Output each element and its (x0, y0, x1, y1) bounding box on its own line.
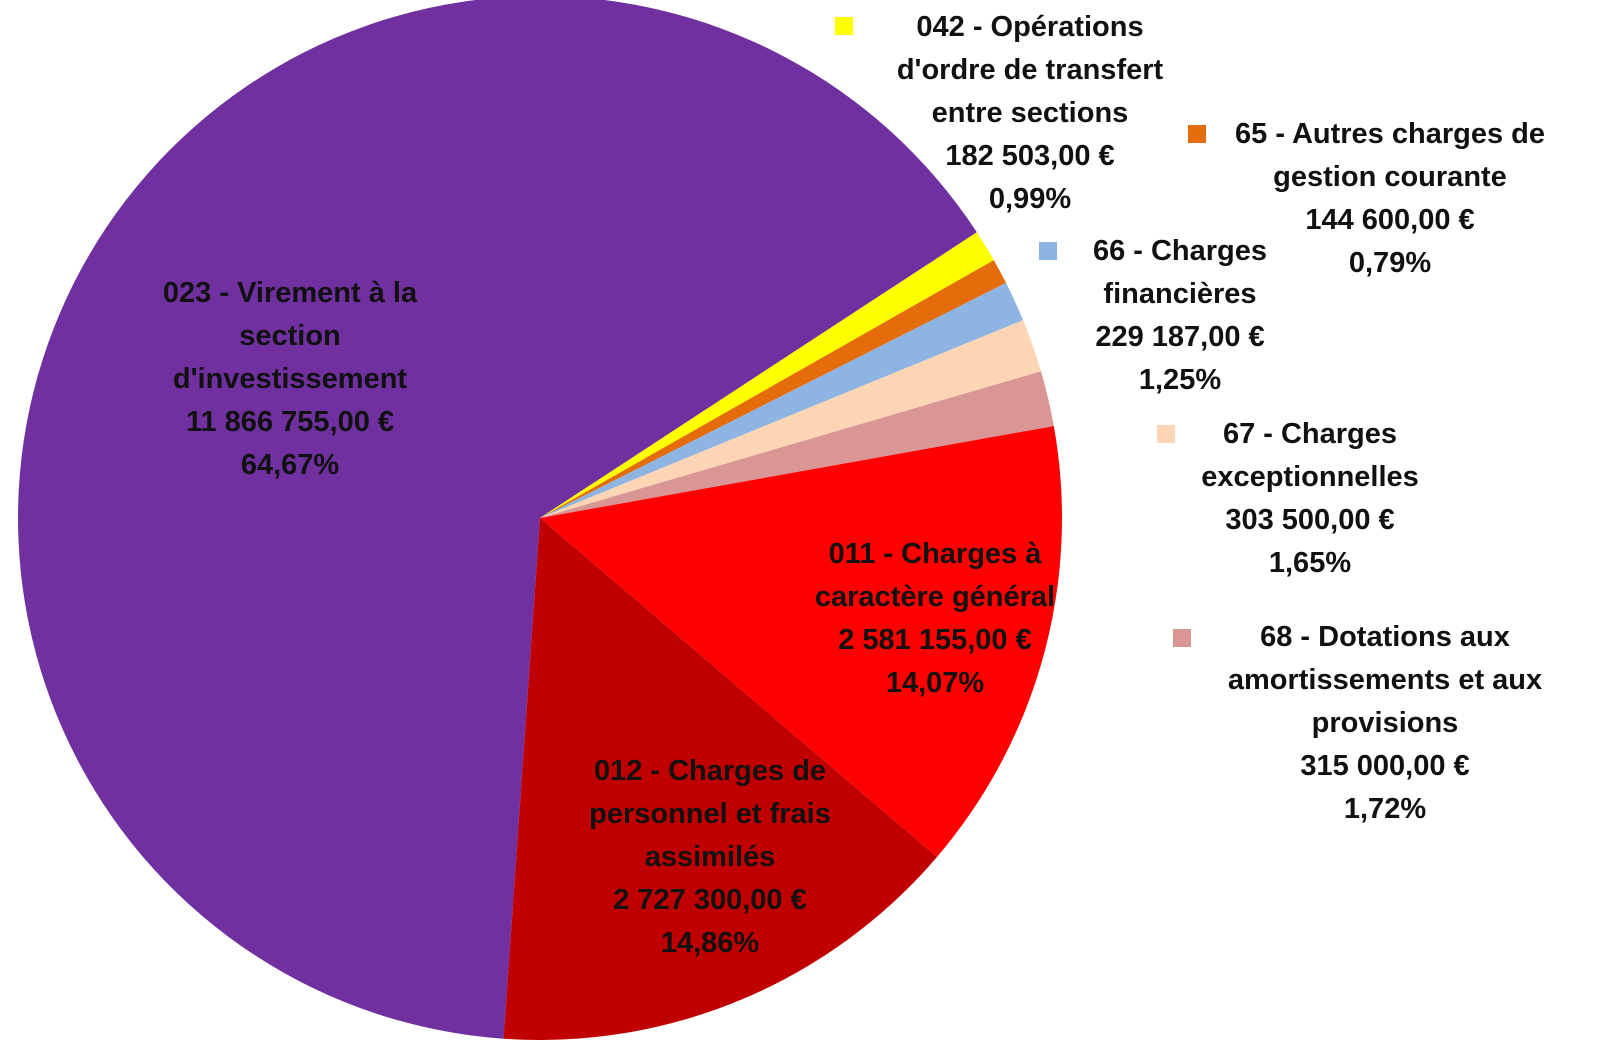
data-label: 65 - Autres charges de gestion courante 1… (1205, 113, 1575, 285)
amount-label: 144 600,00 € (1305, 204, 1475, 236)
category-name: 011 - Charges à caractère général (814, 538, 1056, 613)
legend-marker (1039, 242, 1057, 260)
percent-label: 14,07% (885, 667, 985, 699)
percent-label: 0,79% (1348, 247, 1432, 279)
legend-marker (1173, 629, 1191, 647)
category-name: 67 - Charges exceptionnelles (1201, 418, 1419, 493)
amount-label: 229 187,00 € (1095, 321, 1265, 353)
pie-slice (540, 426, 1062, 857)
data-label: 66 - Charges financières 229 187,00 € 1,25… (1065, 230, 1295, 402)
percent-label: 14,86% (660, 927, 760, 959)
pie-slice (540, 371, 1054, 518)
pie-slice (540, 232, 994, 519)
percent-label: 1,65% (1268, 547, 1352, 579)
pie-slice (18, 0, 977, 1039)
legend-marker (1157, 425, 1175, 443)
amount-label: 182 503,00 € (945, 140, 1115, 172)
amount-label: 303 500,00 € (1225, 504, 1395, 536)
amount-label: 11 866 755,00 € (185, 406, 395, 438)
category-name: 68 - Dotations aux amortissements et aux… (1227, 621, 1543, 739)
category-name: 023 - Virement à la section d'investisse… (162, 277, 418, 395)
data-label: 042 - Opérations d'ordre de transfert en… (875, 6, 1185, 221)
amount-label: 315 000,00 € (1300, 750, 1470, 782)
data-label: 012 - Charges de personnel et frais assi… (555, 750, 865, 965)
percent-label: 0,99% (988, 183, 1072, 215)
category-name: 65 - Autres charges de gestion courante (1235, 118, 1545, 193)
pie-slice (540, 320, 1041, 518)
category-name: 012 - Charges de personnel et frais assi… (589, 755, 831, 873)
category-name: 66 - Charges financières (1092, 235, 1268, 310)
pie-slice (503, 518, 937, 1040)
data-label: 011 - Charges à caractère général 2 581 1… (785, 533, 1085, 705)
percent-label: 1,72% (1343, 793, 1427, 825)
legend-marker (835, 17, 853, 35)
pie-slice (540, 260, 1007, 518)
amount-label: 2 727 300,00 € (613, 884, 807, 916)
data-label: 67 - Charges exceptionnelles 303 500,00 €… (1160, 413, 1460, 585)
percent-label: 1,25% (1138, 364, 1222, 396)
pie-slice (540, 282, 1024, 518)
data-label: 023 - Virement à la section d'investisse… (125, 272, 455, 487)
legend-marker (1188, 125, 1206, 143)
percent-label: 64,67% (240, 449, 340, 481)
amount-label: 2 581 155,00 € (838, 624, 1032, 656)
data-label: 68 - Dotations aux amortissements et aux… (1195, 616, 1575, 831)
category-name: 042 - Opérations d'ordre de transfert en… (896, 11, 1164, 129)
